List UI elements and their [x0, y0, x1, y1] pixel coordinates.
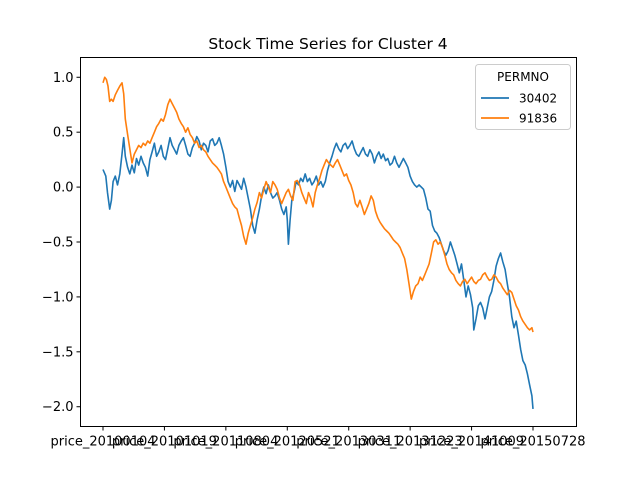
series-line-1 — [102, 135, 534, 409]
x-tick-label: price_20141009 — [419, 435, 524, 450]
x-tick-label: price_20150728 — [480, 435, 585, 450]
chart-title: Stock Time Series for Cluster 4 — [208, 35, 447, 53]
y-tick-label: −2.0 — [42, 400, 74, 415]
y-tick-label: 0.5 — [53, 126, 74, 141]
x-tick-label: price_20131223 — [358, 435, 463, 450]
series-line-2 — [102, 76, 534, 333]
y-tick-label: −1.0 — [42, 290, 74, 305]
y-tick-label: 0.0 — [53, 181, 74, 196]
x-tick-label: price_20101019 — [112, 435, 217, 450]
legend: PERMNO 30402 91836 — [475, 64, 571, 130]
x-tick-label: price_20100104 — [50, 435, 155, 450]
y-tick-label: 1.0 — [53, 71, 74, 86]
x-tick-label: price_20130311 — [296, 435, 401, 450]
legend-title: PERMNO — [497, 70, 549, 84]
plot-lines — [102, 76, 534, 409]
x-tick-label: price_20110804 — [173, 435, 278, 450]
y-tick-label: −1.5 — [42, 345, 74, 360]
x-axis: price_20100104price_20101019price_201108… — [50, 426, 586, 450]
legend-box — [475, 64, 571, 130]
legend-label-series-2: 91836 — [519, 112, 557, 126]
x-tick-label: price_20120521 — [235, 435, 340, 450]
y-axis: 1.0 0.5 0.0 −0.5 −1.0 −1.5 −2.0 — [42, 71, 81, 415]
legend-label-series-1: 30402 — [519, 92, 557, 106]
y-tick-label: −0.5 — [42, 236, 74, 251]
